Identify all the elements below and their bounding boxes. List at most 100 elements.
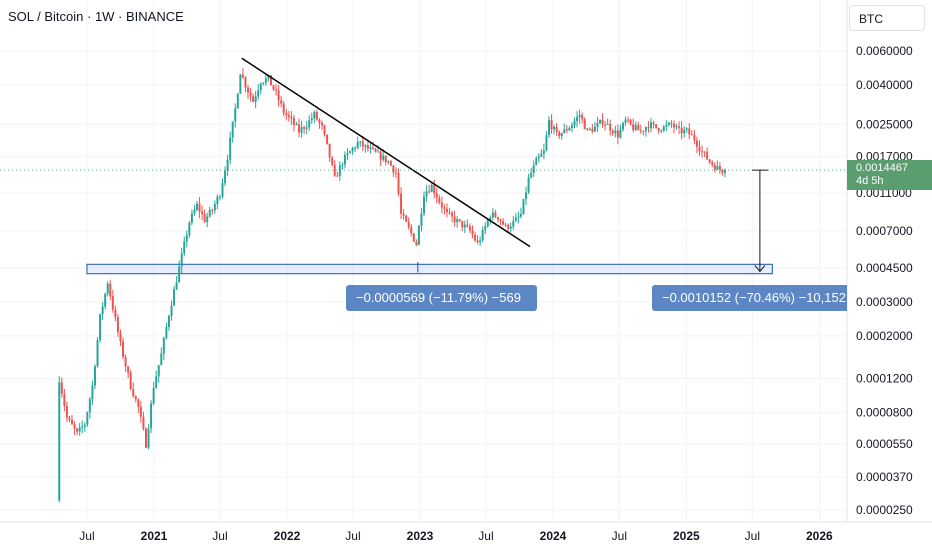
candle-body [170, 305, 173, 316]
candle-body [144, 428, 147, 448]
candle-body [328, 143, 331, 158]
price-tick-label: 0.0000250 [856, 503, 913, 517]
candle-body [137, 399, 140, 407]
candle [71, 414, 74, 425]
candle [203, 209, 206, 223]
candle [448, 207, 451, 215]
candle-body [604, 124, 607, 126]
candle-body [578, 115, 581, 118]
candle [632, 118, 635, 133]
candle [305, 121, 308, 135]
current-price-value: 0.0014467 [856, 162, 908, 175]
candle-body [252, 96, 255, 102]
candle [104, 292, 107, 310]
candle [346, 148, 349, 160]
candle [701, 145, 704, 158]
candle-body [364, 145, 367, 147]
candle-body [257, 90, 260, 97]
candle [430, 181, 433, 193]
candle-body [535, 158, 538, 166]
candle-body [58, 382, 61, 501]
candle [494, 209, 497, 218]
candle-body [532, 165, 535, 174]
candle-body [134, 396, 137, 400]
candle-body [624, 119, 627, 123]
candle-body [157, 365, 160, 377]
candle [292, 114, 295, 132]
candle-body [287, 114, 290, 117]
candle-body [198, 203, 201, 212]
candle [331, 156, 334, 167]
candle-body [180, 253, 183, 267]
candle [463, 220, 466, 234]
candle-body [550, 120, 553, 130]
candle-body [234, 108, 237, 122]
candle-body [88, 399, 91, 413]
candle [433, 179, 436, 199]
candle-body [445, 208, 448, 213]
candle-body [430, 184, 433, 192]
candle [412, 232, 415, 243]
candle [252, 93, 255, 103]
candle-body [425, 191, 428, 197]
candle-body [218, 196, 221, 198]
candle [190, 209, 193, 225]
candle-body [160, 353, 163, 366]
candle-body [259, 83, 262, 91]
candle [634, 121, 637, 131]
candle-body [331, 157, 334, 165]
time-tick-label: 2026 [806, 529, 833, 543]
candle [298, 118, 301, 138]
candle-body [499, 219, 502, 222]
candle [440, 196, 443, 214]
candle [678, 121, 681, 135]
candle-body [560, 133, 563, 137]
candle [642, 130, 645, 136]
candle-body [601, 119, 604, 125]
candle [703, 151, 706, 158]
candle-body [229, 137, 232, 160]
measure-label-1: −0.0000569 (−11.79%) −569 [346, 285, 537, 311]
candle [129, 370, 132, 391]
candle-body [99, 314, 102, 341]
candle-body [318, 119, 321, 123]
candle [466, 219, 469, 228]
candle-body [277, 90, 280, 101]
candle-body [428, 191, 431, 193]
candle [88, 397, 91, 419]
candle-body [703, 151, 706, 153]
candle [122, 337, 125, 360]
candle [428, 184, 431, 194]
candle [502, 218, 505, 226]
candle-body [346, 153, 349, 155]
candle-body [621, 122, 624, 130]
candle-body [573, 121, 576, 126]
candle-body [542, 150, 545, 154]
candle [479, 236, 482, 247]
candle [137, 398, 140, 413]
candle [509, 222, 512, 233]
candle-body [688, 128, 691, 135]
candle [114, 305, 117, 322]
candle [695, 136, 698, 153]
candle [178, 260, 181, 283]
candle-body [341, 164, 344, 166]
candle [218, 194, 221, 201]
candle-body [509, 226, 512, 229]
candle [588, 127, 591, 131]
price-tick-label: 0.0025000 [856, 117, 913, 131]
candle [476, 235, 479, 245]
time-tick-label: 2022 [274, 529, 301, 543]
candle [134, 395, 137, 403]
candle-body [351, 148, 354, 152]
candle-body [213, 204, 216, 211]
candle [295, 121, 298, 126]
candle [474, 231, 477, 243]
candle-body [420, 213, 423, 226]
currency-selector[interactable]: BTC [849, 5, 925, 31]
candle [451, 210, 454, 223]
candle-body [377, 151, 380, 153]
candle-body [282, 103, 285, 114]
candle [195, 200, 198, 212]
